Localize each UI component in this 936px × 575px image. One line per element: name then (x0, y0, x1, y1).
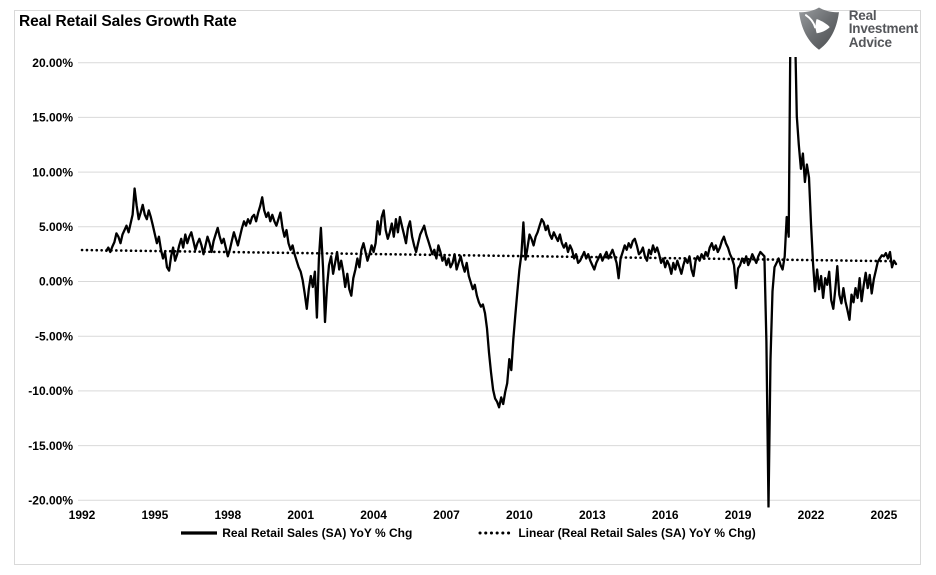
svg-text:-5.00%: -5.00% (35, 329, 73, 343)
svg-text:2019: 2019 (725, 508, 752, 522)
svg-text:5.00%: 5.00% (39, 220, 73, 234)
svg-text:2022: 2022 (798, 508, 825, 522)
logo-line-2: Investment (848, 21, 918, 37)
svg-text:10.00%: 10.00% (32, 165, 73, 179)
retail-sales-series-line (105, 57, 898, 508)
svg-text:2004: 2004 (360, 508, 387, 522)
logo-wordmark: Real Investment Advice (849, 9, 918, 50)
legend-label-series: Real Retail Sales (SA) YoY % Chg (222, 526, 413, 540)
svg-text:2013: 2013 (579, 508, 606, 522)
legend-item-series: Real Retail Sales (SA) YoY % Chg (180, 526, 412, 540)
legend-label-trendline: Linear (Real Retail Sales (SA) YoY % Chg… (518, 526, 756, 540)
dotted-line-sample-icon (478, 531, 515, 535)
chart-legend: Real Retail Sales (SA) YoY % Chg Linear … (0, 526, 936, 540)
svg-text:-15.00%: -15.00% (28, 439, 73, 453)
legend-item-trendline: Linear (Real Retail Sales (SA) YoY % Chg… (478, 526, 756, 540)
logo-line-1: Real (848, 7, 877, 23)
svg-text:2025: 2025 (871, 508, 898, 522)
ria-logo: Real Investment Advice (795, 6, 918, 52)
chart-title: Real Retail Sales Growth Rate (19, 13, 237, 30)
svg-text:0.00%: 0.00% (39, 275, 73, 289)
svg-text:-20.00%: -20.00% (28, 493, 73, 507)
x-axis-tick-labels: 1992 1995 1998 2001 2004 2007 2010 2013 2016 2019… (69, 508, 898, 522)
solid-line-sample-icon (181, 531, 218, 535)
eagle-icon (798, 7, 839, 50)
svg-text:1995: 1995 (142, 508, 169, 522)
svg-text:2010: 2010 (506, 508, 533, 522)
svg-text:-10.00%: -10.00% (28, 384, 73, 398)
svg-text:2016: 2016 (652, 508, 679, 522)
svg-text:20.00%: 20.00% (32, 56, 73, 70)
svg-text:15.00%: 15.00% (32, 111, 73, 125)
svg-text:2001: 2001 (287, 508, 314, 522)
y-axis-tick-labels: 20.00% 15.00% 10.00% 5.00% 0.00% -5.00% -10.00… (28, 56, 73, 507)
logo-line-3: Advice (848, 34, 892, 50)
gridlines (78, 62, 920, 501)
svg-text:1998: 1998 (214, 508, 241, 522)
svg-text:2007: 2007 (433, 508, 460, 522)
svg-text:1992: 1992 (69, 508, 96, 522)
